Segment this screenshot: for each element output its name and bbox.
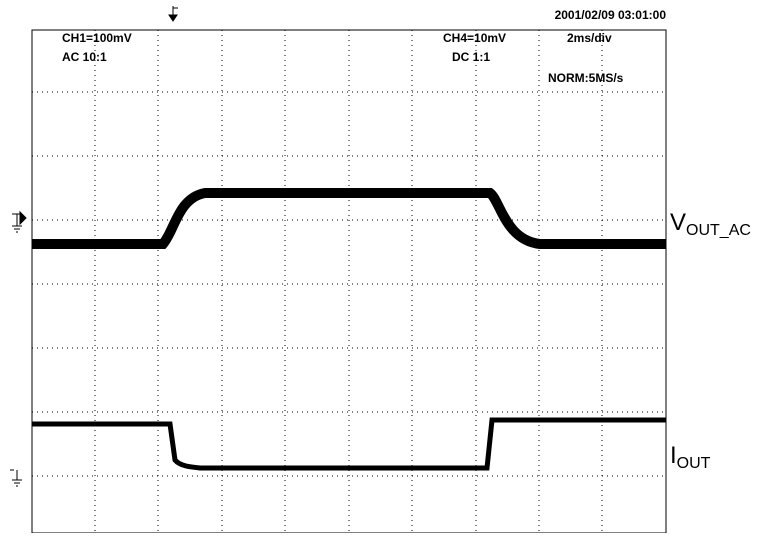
ch1-coupling: AC 10:1	[62, 50, 107, 64]
vout-trace	[32, 188, 666, 249]
vout-sub: OUT_AC	[686, 222, 751, 239]
iout-sub: OUT	[677, 455, 711, 472]
ch1-ground-marker	[12, 210, 27, 233]
vout-label: VOUT_AC	[670, 209, 751, 239]
timestamp: 2001/02/09 03:01:00	[555, 8, 667, 22]
timebase-scale: 2ms/div	[567, 31, 612, 45]
ch4-ground-marker	[10, 469, 22, 487]
graticule	[32, 30, 666, 533]
trigger-marker	[168, 6, 178, 22]
ch4-scale: CH4=10mV	[443, 31, 506, 45]
iout-trace	[32, 417, 666, 471]
vout-main: V	[670, 209, 686, 236]
acquisition-mode: NORM:5MS/s	[548, 71, 624, 85]
iout-label: IOUT	[670, 442, 711, 472]
ch4-coupling: DC 1:1	[452, 50, 490, 64]
iout-main: I	[670, 442, 677, 469]
ch1-scale: CH1=100mV	[62, 31, 132, 45]
